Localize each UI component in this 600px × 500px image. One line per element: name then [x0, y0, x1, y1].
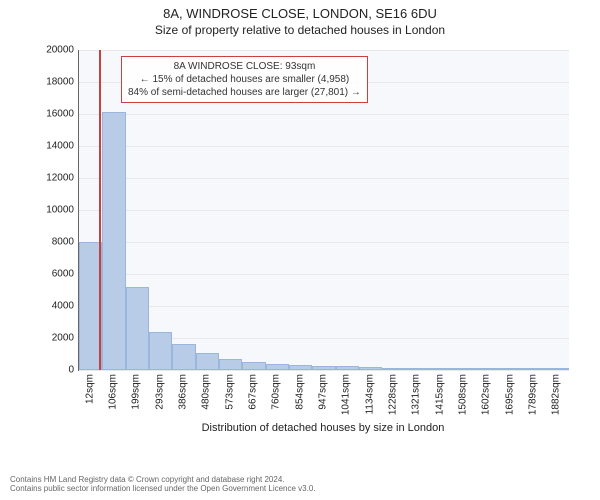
annotation-box: 8A WINDROSE CLOSE: 93sqm ← 15% of detach… [121, 56, 368, 103]
x-tick-label: 1228sqm [388, 374, 399, 415]
gridline [79, 178, 569, 179]
x-tick-label: 1508sqm [458, 374, 469, 415]
histogram-bar [359, 367, 382, 370]
page-subtitle: Size of property relative to detached ho… [0, 23, 600, 37]
gridline [79, 306, 569, 307]
histogram-bar [196, 353, 219, 370]
y-tick-label: 4000 [32, 301, 74, 312]
histogram-bar [266, 364, 289, 370]
y-axis: 0200040006000800010000120001400016000180… [30, 50, 76, 370]
x-tick-label: 1041sqm [341, 374, 352, 415]
x-tick-label: 1134sqm [364, 374, 375, 414]
gridline [79, 242, 569, 243]
x-tick-label: 1321sqm [411, 374, 422, 415]
histogram-bar [499, 368, 522, 370]
footer-line-1: Contains HM Land Registry data © Crown c… [10, 475, 590, 485]
histogram-bar [452, 368, 475, 370]
page-title: 8A, WINDROSE CLOSE, LONDON, SE16 6DU [0, 0, 600, 21]
y-tick-label: 0 [32, 365, 74, 376]
y-tick-label: 16000 [32, 109, 74, 120]
x-tick-label: 854sqm [294, 374, 305, 410]
annotation-line-1: 8A WINDROSE CLOSE: 93sqm [128, 60, 361, 73]
x-tick-label: 12sqm [84, 374, 95, 404]
footer-attribution: Contains HM Land Registry data © Crown c… [10, 475, 590, 494]
histogram-bar [172, 344, 195, 370]
x-axis-label: Distribution of detached houses by size … [78, 422, 568, 434]
x-tick-label: 947sqm [318, 374, 329, 410]
histogram-bar [429, 368, 452, 370]
annotation-line-3: 84% of semi-detached houses are larger (… [128, 86, 361, 99]
x-tick-label: 1882sqm [551, 374, 562, 415]
histogram-bar [102, 112, 125, 370]
histogram-bar [219, 359, 242, 370]
histogram-bar [242, 362, 265, 370]
histogram-bar [149, 332, 172, 370]
y-tick-label: 6000 [32, 269, 74, 280]
gridline [79, 114, 569, 115]
x-tick-label: 293sqm [154, 374, 165, 410]
x-tick-label: 667sqm [248, 374, 259, 410]
histogram-bar [546, 368, 569, 370]
x-tick-label: 1602sqm [481, 374, 492, 415]
histogram-bar [522, 368, 545, 370]
gridline [79, 146, 569, 147]
y-tick-label: 14000 [32, 141, 74, 152]
histogram-bar [289, 365, 312, 370]
footer-line-2: Contains public sector information licen… [10, 484, 590, 494]
y-tick-label: 20000 [32, 45, 74, 56]
y-tick-label: 12000 [32, 173, 74, 184]
x-tick-label: 760sqm [271, 374, 282, 410]
histogram-bar [382, 368, 405, 370]
histogram-bar [406, 368, 429, 370]
x-tick-label: 386sqm [178, 374, 189, 410]
x-tick-label: 1789sqm [528, 374, 539, 415]
gridline [79, 274, 569, 275]
histogram-bar [126, 287, 149, 370]
gridline [79, 50, 569, 51]
plot-area: 8A WINDROSE CLOSE: 93sqm ← 15% of detach… [78, 50, 569, 371]
gridline [79, 210, 569, 211]
y-tick-label: 2000 [32, 333, 74, 344]
x-tick-label: 199sqm [131, 374, 142, 410]
histogram-chart: Number of detached properties 0200040006… [30, 50, 578, 440]
histogram-bar [336, 366, 359, 370]
gridline [79, 370, 569, 371]
property-marker-line [99, 50, 101, 370]
x-tick-label: 573sqm [224, 374, 235, 410]
histogram-bar [312, 366, 335, 370]
x-tick-label: 480sqm [201, 374, 212, 410]
histogram-bar [476, 368, 499, 370]
x-tick-label: 1415sqm [434, 374, 445, 415]
y-tick-label: 8000 [32, 237, 74, 248]
annotation-line-2: ← 15% of detached houses are smaller (4,… [128, 73, 361, 86]
y-tick-label: 10000 [32, 205, 74, 216]
y-tick-label: 18000 [32, 77, 74, 88]
x-tick-label: 106sqm [108, 374, 119, 410]
x-tick-label: 1695sqm [504, 374, 515, 415]
